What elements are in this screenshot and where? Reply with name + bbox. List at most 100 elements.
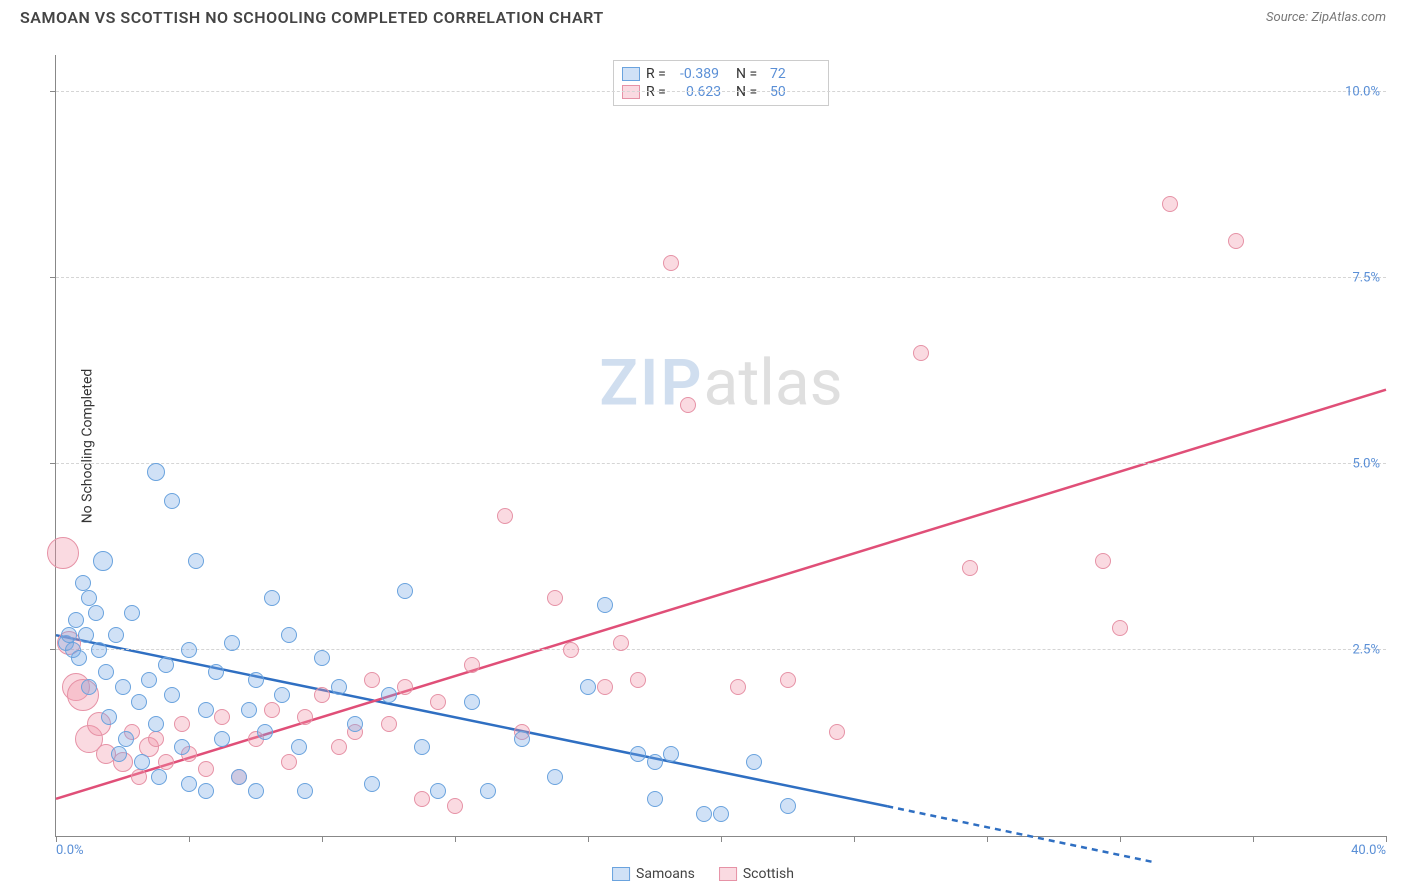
gridline-y [56,277,1386,278]
legend-item-scottish: Scottish [719,866,794,882]
scatter-point-samoans [647,791,663,807]
scatter-point-samoans [101,709,117,725]
scatter-point-scottish [414,791,430,807]
scatter-point-scottish [829,724,845,740]
scatter-point-samoans [61,627,77,643]
scatter-point-samoans [713,806,729,822]
swatch-samoans [622,67,640,81]
scatter-point-scottish [430,694,446,710]
scatter-point-samoans [131,694,147,710]
scatter-point-scottish [730,679,746,695]
scatter-point-samoans [188,553,204,569]
scatter-point-scottish [663,255,679,271]
scatter-point-samoans [291,739,307,755]
scatter-point-scottish [314,687,330,703]
scatter-point-samoans [464,694,480,710]
scatter-point-samoans [148,716,164,732]
scatter-point-samoans [381,687,397,703]
scatter-point-samoans [314,650,330,666]
scatter-point-samoans [68,612,84,628]
scatter-point-scottish [131,769,147,785]
scatter-point-samoans [297,783,313,799]
ytick-mark [50,649,56,650]
xtick-mark [721,836,722,842]
scatter-point-samoans [274,687,290,703]
trendline [887,806,1153,862]
scatter-point-samoans [224,635,240,651]
scatter-point-samoans [780,798,796,814]
scatter-point-samoans [78,627,94,643]
scatter-point-samoans [397,583,413,599]
ytick-mark [50,463,56,464]
series-legend: Samoans Scottish [612,866,794,882]
scatter-point-samoans [514,731,530,747]
scatter-point-samoans [331,679,347,695]
scatter-point-scottish [962,560,978,576]
scatter-point-samoans [134,754,150,770]
scatter-point-scottish [680,397,696,413]
scatter-point-scottish [780,672,796,688]
scatter-point-scottish [464,657,480,673]
scatter-point-samoans [281,627,297,643]
scatter-point-samoans [696,806,712,822]
ytick-label: 10.0% [1345,85,1380,100]
scatter-point-samoans [264,590,280,606]
xtick-mark [588,836,589,842]
scatter-point-scottish [1162,196,1178,212]
scatter-point-scottish [174,716,190,732]
scatter-point-scottish [397,679,413,695]
scatter-point-samoans [174,739,190,755]
ytick-mark [50,91,56,92]
xtick-mark [56,836,57,842]
legend-row-samoans: R = -0.389 N = 72 [622,65,820,83]
scatter-point-scottish [1112,620,1128,636]
xtick-mark [189,836,190,842]
scatter-point-samoans [111,746,127,762]
scatter-point-samoans [164,493,180,509]
xtick-label: 0.0% [56,843,84,858]
scatter-point-scottish [597,679,613,695]
scatter-point-samoans [181,776,197,792]
xtick-mark [987,836,988,842]
gridline-y [56,91,1386,92]
scatter-point-scottish [148,731,164,747]
scatter-point-scottish [264,702,280,718]
scatter-point-samoans [151,769,167,785]
xtick-mark [1386,836,1387,842]
scatter-point-samoans [231,769,247,785]
scatter-point-samoans [347,716,363,732]
scatter-point-samoans [746,754,762,770]
scatter-point-samoans [71,650,87,666]
scatter-point-scottish [364,672,380,688]
scatter-point-scottish [331,739,347,755]
scatter-point-scottish [281,754,297,770]
scatter-point-scottish [447,798,463,814]
scatter-point-samoans [91,642,107,658]
scatter-point-samoans [630,746,646,762]
scatter-point-scottish [1095,553,1111,569]
scatter-point-samoans [93,551,113,571]
scatter-point-samoans [257,724,273,740]
scatter-point-scottish [381,716,397,732]
xtick-mark [854,836,855,842]
correlation-legend: R = -0.389 N = 72 R = 0.623 N = 50 [613,60,829,106]
scatter-point-samoans [414,739,430,755]
scatter-point-scottish [547,590,563,606]
scatter-point-scottish [158,754,174,770]
scatter-point-samoans [141,672,157,688]
scatter-point-scottish [563,642,579,658]
scatter-point-samoans [597,597,613,613]
source-label: Source: ZipAtlas.com [1266,10,1386,25]
scatter-point-scottish [47,537,79,569]
swatch-samoans-icon [612,867,630,881]
scatter-point-samoans [164,687,180,703]
chart-title: SAMOAN VS SCOTTISH NO SCHOOLING COMPLETE… [20,8,604,27]
scatter-point-samoans [81,590,97,606]
scatter-point-samoans [214,731,230,747]
scatter-point-samoans [124,605,140,621]
xtick-mark [1253,836,1254,842]
scatter-point-samoans [364,776,380,792]
xtick-mark [322,836,323,842]
chart-plot-area: ZIPatlas R = -0.389 N = 72 R = 0.623 N =… [55,55,1386,837]
scatter-point-samoans [81,679,97,695]
